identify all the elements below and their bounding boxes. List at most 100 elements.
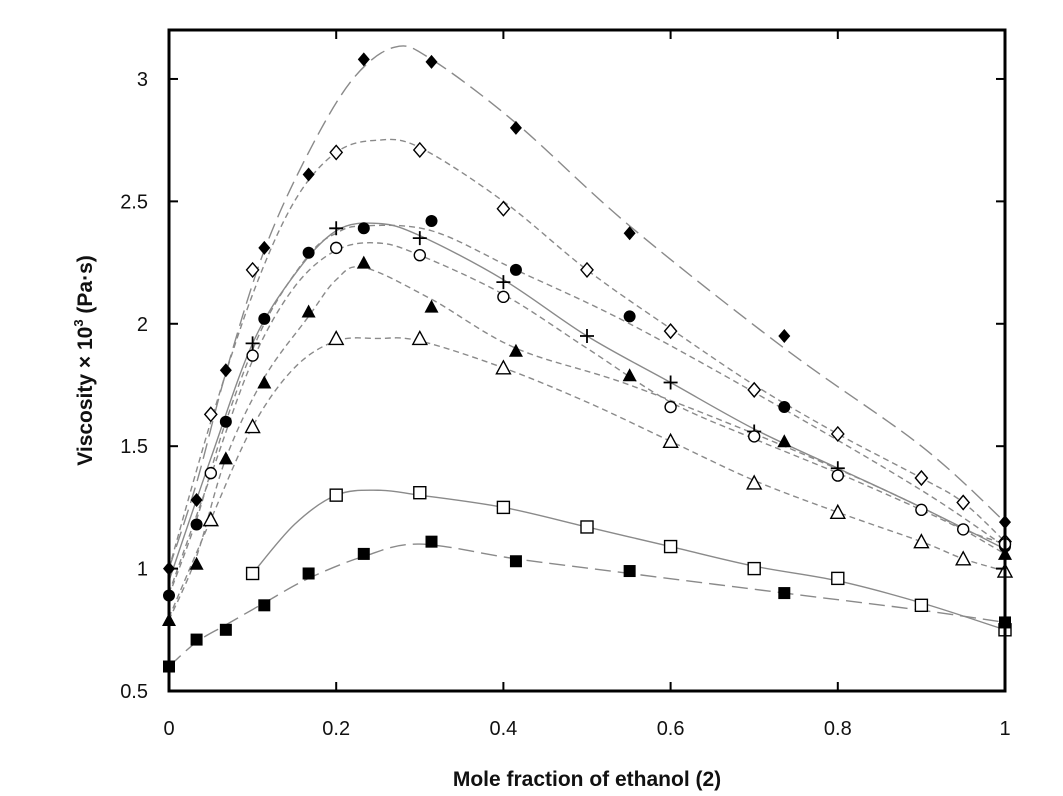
- filled-square-marker: [258, 599, 271, 612]
- open-triangle-marker: [829, 503, 846, 519]
- open-square-marker: [663, 539, 678, 554]
- fit-curve-open-diamond: [168, 138, 1006, 569]
- filled-diamond-marker: [219, 363, 232, 378]
- open-triangle-marker: [746, 474, 763, 490]
- filled-diamond-marker: [425, 54, 438, 69]
- filled-square-marker: [357, 547, 370, 560]
- open-triangle-marker: [495, 359, 512, 375]
- open-diamond-marker: [663, 323, 678, 340]
- filled-circle-marker: [357, 222, 370, 235]
- y-axis-title-main: Viscosity × 10: [74, 327, 97, 466]
- open-diamond-marker: [496, 200, 511, 217]
- open-circle-marker: [330, 241, 343, 255]
- y-axis-title-unit: (Pa·s): [74, 255, 97, 319]
- open-square-marker: [245, 566, 260, 581]
- series-filled-square: [163, 535, 1011, 673]
- fit-curve-open-circle: [168, 242, 1006, 594]
- x-tick-label: 0.6: [657, 718, 685, 740]
- filled-triangle-marker: [257, 375, 272, 389]
- open-square-marker: [831, 571, 845, 586]
- filled-square-marker: [623, 565, 636, 578]
- open-diamond-marker: [830, 425, 845, 443]
- open-diamond-marker: [245, 261, 260, 278]
- filled-square-marker: [302, 567, 315, 580]
- fit-curve-filled-diamond: [168, 45, 1006, 569]
- filled-square-marker: [219, 623, 232, 636]
- plus-marker: [496, 275, 511, 290]
- open-square-marker: [747, 561, 761, 576]
- series-open-diamond: [203, 141, 1012, 550]
- x-tick-label: 0.2: [322, 718, 350, 740]
- filled-circle-marker: [219, 415, 232, 428]
- fit-curve-open-square: [252, 489, 1006, 631]
- filled-square-marker: [190, 633, 203, 646]
- series-filled-triangle: [162, 255, 1012, 627]
- fit-curves: [168, 45, 1006, 668]
- y-tick-label: 1.5: [120, 436, 148, 458]
- fit-curve-open-triangle: [168, 337, 1006, 618]
- filled-triangle-marker: [508, 343, 523, 357]
- series-open-circle: [204, 241, 1012, 551]
- y-axis-title: Viscosity × 103 (Pa·s): [71, 255, 97, 466]
- series-filled-circle: [163, 214, 1011, 602]
- filled-triangle-marker: [622, 368, 637, 382]
- filled-circle-marker: [509, 263, 522, 276]
- filled-diamond-marker: [302, 167, 315, 182]
- filled-circle-marker: [190, 518, 203, 531]
- filled-circle-marker: [425, 214, 438, 227]
- plus-marker: [245, 336, 260, 351]
- filled-triangle-marker: [301, 304, 316, 318]
- open-circle-marker: [831, 469, 844, 482]
- filled-diamond-marker: [258, 240, 271, 255]
- open-circle-marker: [664, 400, 677, 414]
- series-open-triangle: [202, 329, 1014, 578]
- filled-circle-marker: [258, 312, 271, 325]
- open-triangle-marker: [662, 432, 679, 448]
- filled-circle-marker: [778, 401, 791, 414]
- open-square-marker: [329, 488, 343, 502]
- open-diamond-marker: [956, 494, 971, 511]
- filled-triangle-marker: [356, 255, 371, 269]
- open-circle-marker: [246, 349, 259, 362]
- series-filled-diamond: [163, 52, 1011, 576]
- filled-diamond-marker: [623, 226, 636, 241]
- series-open-square: [245, 486, 1012, 637]
- y-axis-title-superscript: 3: [71, 319, 86, 326]
- open-diamond-marker: [747, 381, 762, 398]
- filled-circle-marker: [302, 246, 315, 259]
- filled-diamond-marker: [357, 52, 370, 67]
- open-triangle-marker: [955, 550, 972, 566]
- y-tick-label: 3: [137, 69, 148, 91]
- filled-square-marker: [509, 555, 522, 568]
- open-circle-marker: [413, 249, 426, 262]
- plus-marker: [329, 221, 344, 236]
- plus-marker: [663, 375, 678, 390]
- filled-diamond-marker: [509, 120, 522, 135]
- open-triangle-marker: [411, 329, 428, 346]
- filled-triangle-marker: [777, 434, 792, 448]
- open-circle-marker: [748, 430, 761, 443]
- plus-marker: [580, 329, 594, 344]
- axis-ticks: 0 0.2 0.4 0.6 0.8 1 0.5 1 1.5 2 2.5 3: [120, 30, 1011, 740]
- fit-curve-filled-square: [168, 543, 1006, 668]
- open-triangle-marker: [328, 329, 345, 346]
- y-tick-label: 0.5: [120, 681, 148, 703]
- open-diamond-marker: [580, 261, 594, 278]
- data-markers: [162, 52, 1014, 673]
- y-tick-label: 2.5: [120, 191, 148, 213]
- open-square-marker: [496, 500, 511, 515]
- open-diamond-marker: [203, 406, 218, 423]
- x-tick-label: 0.8: [824, 718, 852, 740]
- filled-square-marker: [425, 535, 438, 548]
- filled-square-marker: [778, 587, 791, 600]
- x-tick-label: 1: [999, 718, 1010, 740]
- x-tick-label: 0: [163, 718, 174, 740]
- open-diamond-marker: [329, 144, 344, 161]
- filled-triangle-marker: [189, 556, 204, 570]
- open-triangle-marker: [202, 511, 219, 527]
- plus-marker: [412, 231, 427, 246]
- y-tick-label: 2: [137, 314, 148, 336]
- open-circle-marker: [957, 523, 970, 536]
- open-triangle-marker: [913, 533, 930, 549]
